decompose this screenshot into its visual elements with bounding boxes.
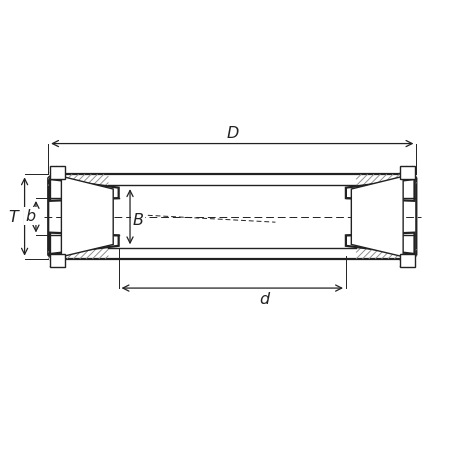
Polygon shape bbox=[50, 167, 64, 179]
Text: B: B bbox=[132, 212, 143, 227]
Text: T: T bbox=[8, 210, 17, 225]
Polygon shape bbox=[351, 177, 402, 257]
Polygon shape bbox=[50, 254, 64, 267]
Text: d: d bbox=[258, 291, 269, 306]
Polygon shape bbox=[399, 167, 414, 179]
Text: b: b bbox=[25, 209, 35, 224]
Polygon shape bbox=[50, 179, 118, 202]
Polygon shape bbox=[399, 254, 414, 267]
Polygon shape bbox=[50, 233, 118, 254]
Polygon shape bbox=[345, 233, 414, 254]
Text: D: D bbox=[225, 125, 238, 140]
Polygon shape bbox=[345, 179, 414, 202]
Polygon shape bbox=[61, 177, 113, 257]
